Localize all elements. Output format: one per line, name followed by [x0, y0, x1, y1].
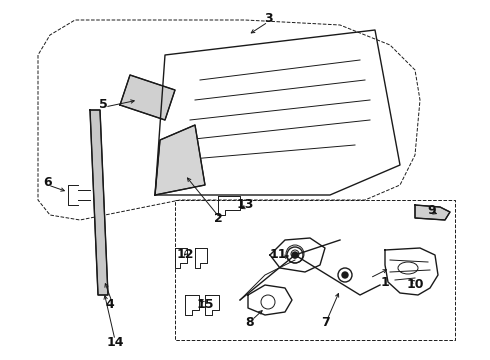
Text: 15: 15 — [196, 298, 214, 311]
Text: 7: 7 — [320, 316, 329, 329]
Text: 10: 10 — [406, 279, 424, 292]
Polygon shape — [415, 205, 450, 220]
Text: 4: 4 — [106, 298, 114, 311]
Polygon shape — [120, 75, 175, 120]
Polygon shape — [155, 125, 205, 195]
Text: 1: 1 — [381, 275, 390, 288]
Text: 5: 5 — [98, 98, 107, 111]
Text: 2: 2 — [214, 211, 222, 225]
Circle shape — [292, 252, 298, 258]
Text: 11: 11 — [269, 248, 287, 261]
Text: 8: 8 — [245, 316, 254, 329]
Text: 9: 9 — [428, 203, 436, 216]
Text: 14: 14 — [106, 337, 124, 350]
Text: 13: 13 — [236, 198, 254, 211]
Circle shape — [342, 272, 348, 278]
Text: 12: 12 — [176, 248, 194, 261]
Polygon shape — [90, 110, 108, 295]
Text: 3: 3 — [264, 12, 272, 24]
Text: 6: 6 — [44, 176, 52, 189]
